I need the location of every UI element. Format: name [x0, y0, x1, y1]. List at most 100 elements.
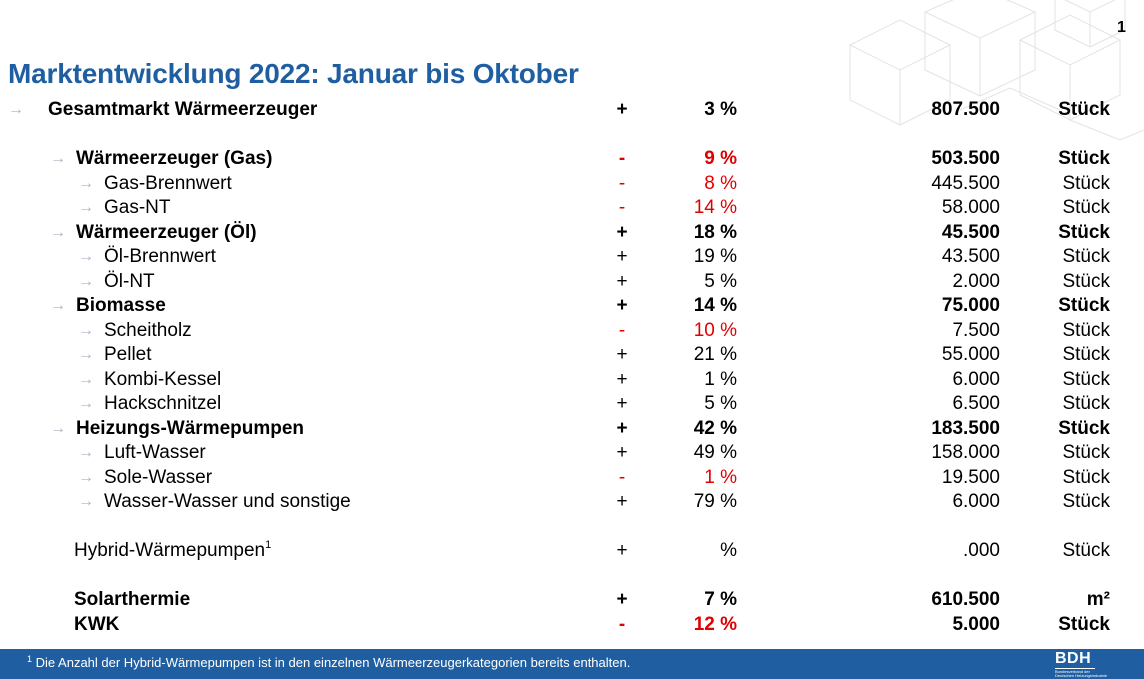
- table-row: → Scheitholz - 10 % 7.500 Stück: [0, 319, 1144, 343]
- change-sign: +: [616, 418, 628, 439]
- change-sign: -: [618, 614, 626, 635]
- row-label-text: Gesamtmarkt Wärmeerzeuger: [48, 99, 318, 120]
- table-row: → Sole-Wasser - 1 % 19.500 Stück: [0, 466, 1144, 490]
- row-label-text: KWK: [74, 614, 120, 635]
- table-row: → Hackschnitzel +5 % 6.500 Stück: [0, 392, 1144, 416]
- change-percent: 49 %: [693, 442, 737, 463]
- unit-count: 7.500: [952, 320, 1000, 341]
- slide-title: Marktentwicklung 2022: Januar bis Oktobe…: [8, 58, 579, 89]
- page-number: 1: [1117, 19, 1126, 36]
- change-percent: 18 %: [693, 222, 737, 243]
- row-label: Gesamtmarkt Wärmeerzeuger: [48, 98, 317, 122]
- change-percent: 5 %: [704, 393, 737, 414]
- unit-count: 55.000: [941, 344, 1000, 365]
- unit-label: Stück: [1058, 614, 1110, 635]
- change-sign: -: [618, 197, 626, 218]
- footnote-reference: 1: [265, 539, 272, 551]
- unit-label: Stück: [1062, 540, 1110, 561]
- change-sign: +: [616, 344, 628, 365]
- row-label-text: Gas-NT: [104, 197, 171, 218]
- change-sign: +: [616, 442, 628, 463]
- table-row: → Pellet +21 % 55.000 Stück: [0, 343, 1144, 367]
- unit-label: Stück: [1058, 295, 1110, 316]
- change-percent: 19 %: [693, 246, 737, 267]
- unit-label: Stück: [1062, 173, 1110, 194]
- unit-label: m²: [1086, 589, 1110, 610]
- row-label: Sole-Wasser: [104, 466, 212, 490]
- change-percent: 10 %: [693, 320, 737, 341]
- change-sign: +: [616, 246, 628, 267]
- arrow-icon: →: [50, 150, 66, 167]
- change-sign: -: [618, 320, 626, 341]
- change-percent: %: [720, 540, 737, 561]
- unit-count: 503.500: [931, 148, 1000, 169]
- row-label-text: Wärmeerzeuger (Gas): [76, 148, 273, 169]
- unit-count: 6.000: [952, 491, 1000, 512]
- unit-label: Stück: [1062, 197, 1110, 218]
- row-label-text: Gas-Brennwert: [104, 173, 232, 194]
- row-label: Pellet: [104, 343, 152, 367]
- row-label: Öl-NT: [104, 270, 155, 294]
- arrow-icon: →: [78, 395, 94, 412]
- row-label-text: Biomasse: [76, 295, 166, 316]
- table-row: → Luft-Wasser +49 % 158.000 Stück: [0, 441, 1144, 465]
- row-label: Scheitholz: [104, 319, 192, 343]
- unit-label: Stück: [1062, 491, 1110, 512]
- change-sign: -: [618, 173, 626, 194]
- change-percent: 21 %: [693, 344, 737, 365]
- unit-label: Stück: [1062, 271, 1110, 292]
- table-row: → Wärmeerzeuger (Öl) +18 % 45.500 Stück: [0, 221, 1144, 245]
- logo-text: BDH: [1055, 650, 1092, 667]
- unit-count: 19.500: [941, 467, 1000, 488]
- row-label-text: Wärmeerzeuger (Öl): [76, 222, 257, 243]
- footnote-text: Die Anzahl der Hybrid-Wärmepumpen ist in…: [35, 655, 631, 670]
- change-sign: +: [616, 295, 628, 316]
- change-sign: +: [616, 540, 628, 561]
- table-row: → Heizungs-Wärmepumpen +42 % 183.500 Stück: [0, 417, 1144, 441]
- change-percent: 3 %: [704, 99, 737, 120]
- row-label-text: Öl-Brennwert: [104, 246, 216, 267]
- footnote: 1 Die Anzahl der Hybrid-Wärmepumpen ist …: [27, 654, 631, 671]
- table-row: → Gas-NT - 14 % 58.000 Stück: [0, 196, 1144, 220]
- decorative-cubes-graphic: [848, 0, 1144, 141]
- row-label-text: Öl-NT: [104, 271, 155, 292]
- row-label: Gas-NT: [104, 196, 171, 220]
- row-label: Heizungs-Wärmepumpen: [76, 417, 304, 441]
- row-label-text: Solarthermie: [74, 589, 191, 610]
- unit-count: 5.000: [952, 614, 1000, 635]
- unit-label: Stück: [1058, 222, 1110, 243]
- arrow-icon: →: [78, 322, 94, 339]
- unit-count: 6.000: [952, 369, 1000, 390]
- logo-subtitle-2: Deutschen Heizungsindustrie: [1055, 673, 1108, 678]
- unit-label: Stück: [1062, 344, 1110, 365]
- row-label: Biomasse: [76, 294, 166, 318]
- arrow-icon: →: [50, 224, 66, 241]
- unit-count: 45.500: [941, 222, 1000, 243]
- arrow-icon: →: [50, 297, 66, 314]
- change-percent: 1 %: [704, 369, 737, 390]
- table-row: Hybrid-Wärmepumpen1 +% .000 Stück: [0, 539, 1144, 563]
- unit-count: 43.500: [941, 246, 1000, 267]
- table-row: → Wasser-Wasser und sonstige +79 % 6.000 Stü…: [0, 490, 1144, 514]
- row-label: Kombi-Kessel: [104, 368, 221, 392]
- change-percent: 12 %: [693, 614, 737, 635]
- change-percent: 9 %: [704, 148, 737, 169]
- arrow-icon: →: [78, 175, 94, 192]
- row-label: Wärmeerzeuger (Öl): [76, 221, 257, 245]
- table-row: → Öl-NT +5 % 2.000 Stück: [0, 270, 1144, 294]
- unit-count: 2.000: [952, 271, 1000, 292]
- change-percent: 14 %: [693, 197, 737, 218]
- change-sign: +: [616, 369, 628, 390]
- arrow-icon: →: [78, 469, 94, 486]
- unit-count: 183.500: [931, 418, 1000, 439]
- unit-count: 75.000: [941, 295, 1000, 316]
- unit-label: Stück: [1062, 369, 1110, 390]
- arrow-icon: →: [78, 371, 94, 388]
- row-label-text: Luft-Wasser: [104, 442, 206, 463]
- footnote-marker: 1: [27, 654, 33, 664]
- row-label-text: Wasser-Wasser und sonstige: [104, 491, 351, 512]
- change-sign: -: [618, 148, 626, 169]
- arrow-icon: →: [78, 273, 94, 290]
- change-percent: 8 %: [704, 173, 737, 194]
- change-sign: +: [616, 491, 628, 512]
